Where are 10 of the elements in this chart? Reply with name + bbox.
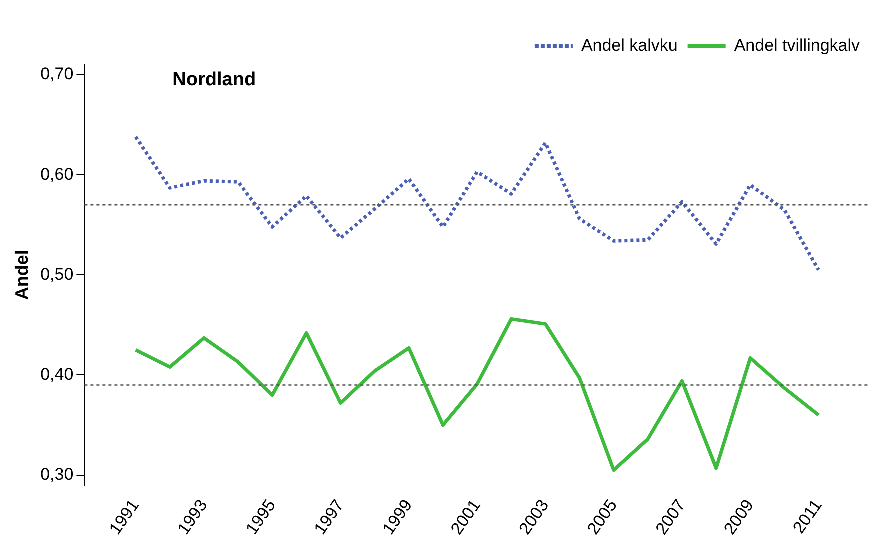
- y-axis-title: Andel: [12, 250, 32, 300]
- legend-label: Andel tvillingkalv: [734, 36, 860, 56]
- y-tick-label: 0,70: [40, 64, 74, 84]
- legend-label: Andel kalvku: [581, 36, 678, 56]
- line-series: [134, 135, 821, 272]
- y-tick-label: 0,30: [40, 465, 74, 484]
- y-tick-label: 0,50: [40, 264, 74, 284]
- chart-title: Nordland: [172, 70, 256, 91]
- y-tick-label: 0,60: [40, 164, 74, 184]
- y-tick-label: 0,40: [40, 364, 74, 384]
